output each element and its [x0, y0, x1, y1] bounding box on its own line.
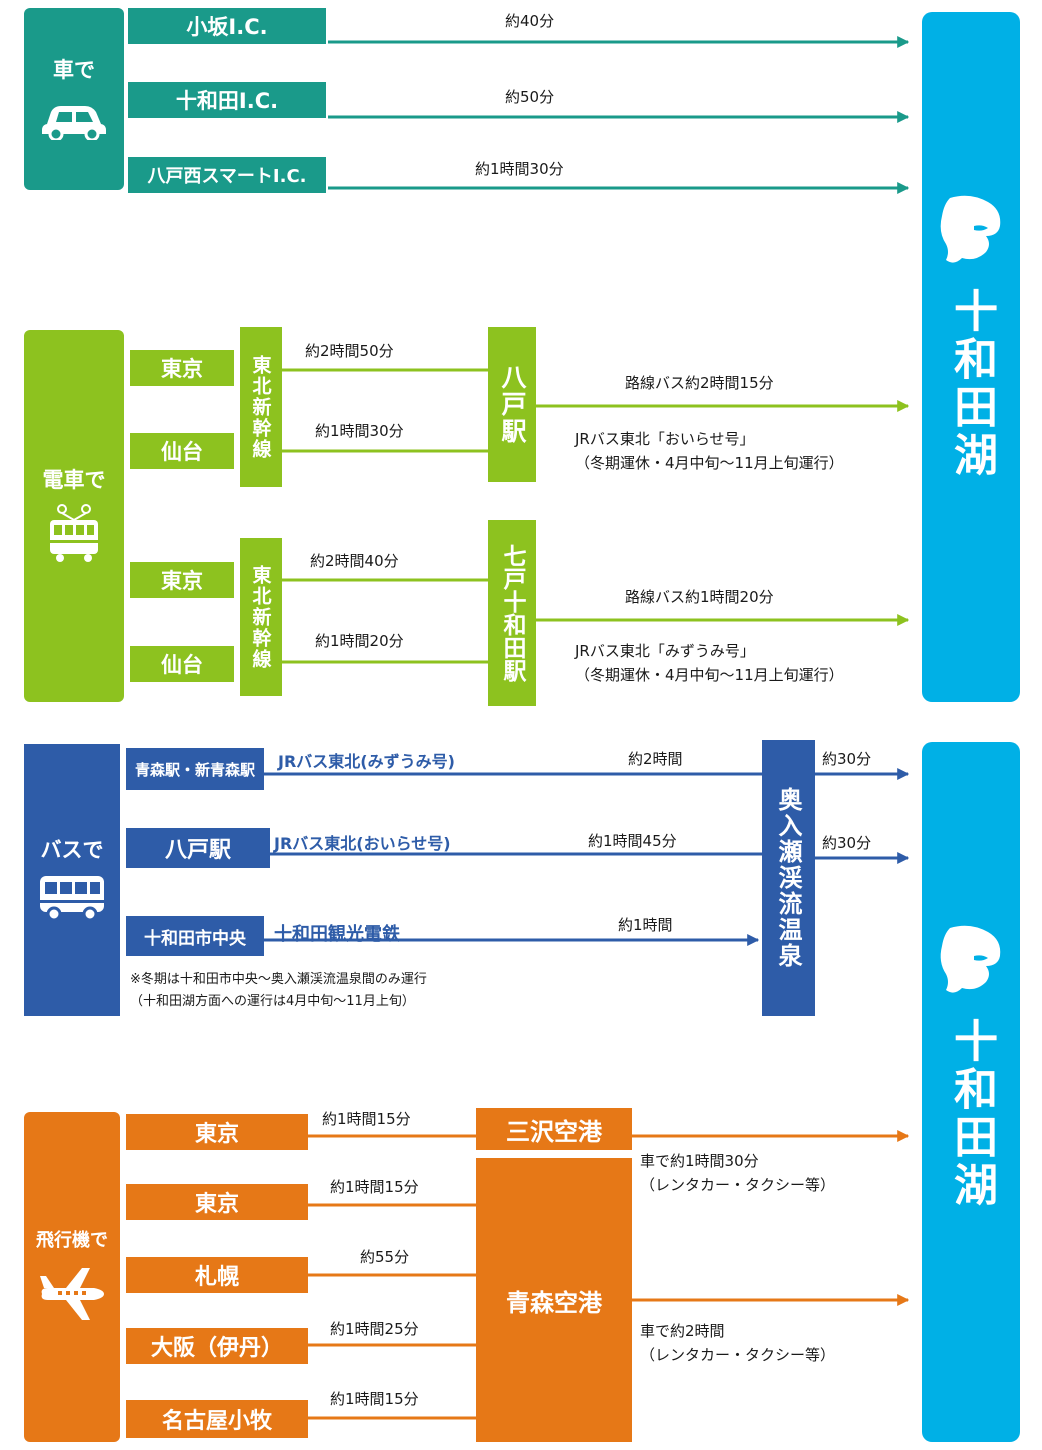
bus-season-note: （十和田湖方面への運行は4月中旬～11月上旬）: [130, 994, 415, 1009]
bus-mode-panel: バスで: [24, 744, 120, 1016]
car-time-kosaka: 約40分: [505, 12, 555, 30]
plane-origin-tokyo-misawa: 東京: [126, 1114, 308, 1150]
train-time: 約2時間50分: [305, 342, 394, 360]
destination-panel-top: 十和田湖: [922, 12, 1020, 702]
bus-season-note: （冬期運休・4月中旬～11月上旬運行）: [575, 666, 844, 684]
bus-season-note: （冬期運休・4月中旬～11月上旬運行）: [575, 454, 844, 472]
bus-time-from-station: 路線バス約2時間15分: [625, 374, 774, 392]
train-origin-tokyo: 東京: [130, 350, 234, 386]
plane-mode-label: 飛行機で: [36, 1229, 108, 1251]
train-mode-panel: 電車で: [24, 330, 124, 702]
bus-origin-hachinohe: 八戸駅: [126, 828, 270, 868]
train-time: 約1時間30分: [315, 422, 404, 440]
airport-aomori: 青森空港: [476, 1158, 632, 1442]
bus-time-from-station: 路線バス約1時間20分: [625, 588, 774, 606]
destination-panel-bottom: 十和田湖: [922, 742, 1020, 1442]
bus-time: 約1時間: [618, 916, 673, 934]
train-time: 約1時間20分: [315, 632, 404, 650]
train-origin-tokyo: 東京: [130, 562, 234, 598]
car-origin-kosaka: 小坂I.C.: [128, 8, 326, 44]
shinkansen-label: 東北新幹線: [240, 538, 282, 696]
plane-origin-tokyo-aomori: 東京: [126, 1184, 308, 1220]
train-time: 約2時間40分: [310, 552, 399, 570]
destination-name: 十和田湖: [946, 1018, 997, 1210]
station-shichinohe-towada: 七戸十和田駅: [488, 520, 536, 706]
flight-time: 約1時間15分: [330, 1178, 419, 1196]
bus-winter-note: ※冬期は十和田市中央～奥入瀬渓流温泉間のみ運行: [130, 972, 427, 987]
bus-time-after-junction: 約30分: [822, 834, 872, 852]
flight-time: 約1時間15分: [330, 1390, 419, 1408]
bus-time: 約1時間45分: [588, 832, 677, 850]
flight-time: 約55分: [360, 1248, 410, 1266]
airport-access-note: 車で約2時間: [640, 1322, 725, 1340]
car-mode-panel: 車で: [24, 8, 124, 190]
bus-line-name: JRバス東北(みずうみ号): [278, 752, 455, 771]
flight-time: 約1時間25分: [330, 1320, 419, 1338]
airplane-icon: [36, 1262, 108, 1329]
plane-mode-panel: 飛行機で: [24, 1112, 120, 1442]
bus-service-note: JRバス東北「みずうみ号」: [575, 642, 755, 660]
flight-time: 約1時間15分: [322, 1110, 411, 1128]
airport-misawa: 三沢空港: [476, 1108, 632, 1150]
mascot-icon: [936, 922, 1006, 1004]
plane-origin-osaka-itami: 大阪（伊丹）: [126, 1328, 308, 1364]
car-time-hachinohe-west: 約1時間30分: [475, 160, 564, 178]
station-hachinohe: 八戸駅: [488, 327, 536, 482]
plane-origin-sapporo: 札幌: [126, 1257, 308, 1293]
bus-origin-towada-city: 十和田市中央: [126, 916, 264, 956]
bus-line-name: JRバス東北(おいらせ号): [274, 834, 451, 853]
bus-line-name: 十和田観光電鉄: [274, 924, 400, 945]
car-icon: [39, 94, 109, 145]
train-icon: [44, 503, 104, 569]
airport-access-note: （レンタカー・タクシー等）: [640, 1176, 836, 1194]
plane-origin-nagoya-komaki: 名古屋小牧: [126, 1400, 308, 1438]
train-origin-sendai: 仙台: [130, 646, 234, 682]
car-mode-label: 車で: [53, 57, 95, 82]
junction-oirase-onsen: 奥入瀬渓流温泉: [762, 740, 815, 1016]
destination-name: 十和田湖: [946, 288, 997, 480]
bus-time: 約2時間: [628, 750, 683, 768]
airport-access-note: 車で約1時間30分: [640, 1152, 759, 1170]
bus-service-note: JRバス東北「おいらせ号」: [575, 430, 755, 448]
car-origin-hachinohe-west: 八戸西スマートI.C.: [128, 157, 326, 193]
airport-access-note: （レンタカー・タクシー等）: [640, 1346, 836, 1364]
mascot-icon: [936, 192, 1006, 274]
shinkansen-label: 東北新幹線: [240, 327, 282, 487]
bus-origin-aomori: 青森駅・新青森駅: [126, 748, 264, 790]
train-mode-label: 電車で: [42, 467, 106, 492]
train-origin-sendai: 仙台: [130, 433, 234, 469]
bus-time-after-junction: 約30分: [822, 750, 872, 768]
bus-mode-label: バスで: [40, 837, 104, 862]
car-origin-towada: 十和田I.C.: [128, 82, 326, 118]
car-time-towada: 約50分: [505, 88, 555, 106]
bus-icon: [36, 874, 108, 927]
